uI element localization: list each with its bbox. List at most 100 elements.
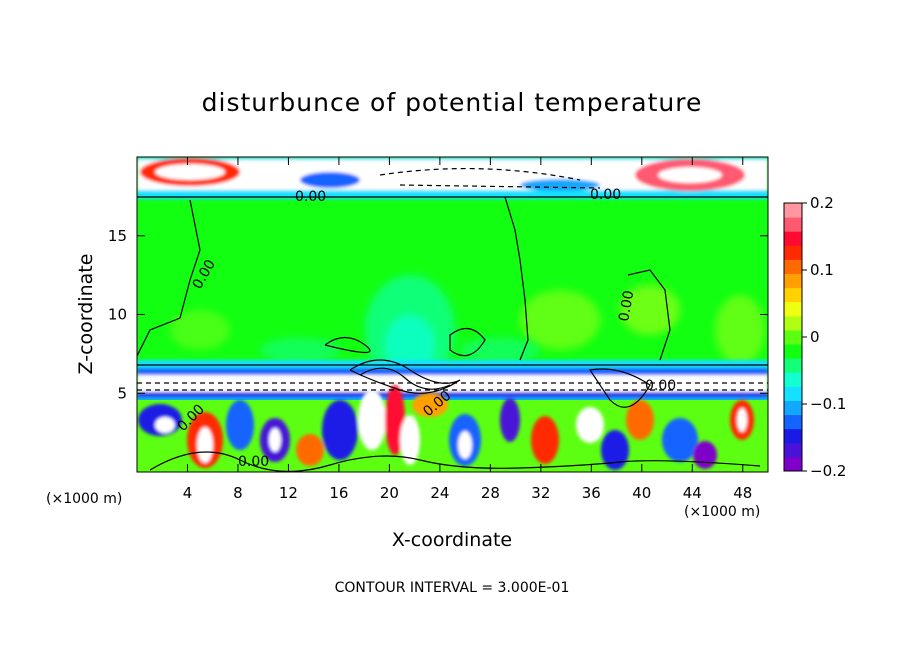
colorbar-tick-label: 0.2 — [810, 194, 834, 212]
x-tick-label: 16 — [329, 484, 348, 502]
zero-contour — [627, 269, 671, 361]
x-tick-label: 32 — [531, 484, 550, 502]
y-axis-label: Z-coordinate — [75, 254, 97, 375]
y-axis: 5 10 15 — [108, 227, 768, 402]
colorbar-tick-label: 0 — [810, 328, 820, 346]
zero-contour — [137, 199, 768, 366]
colorbar-segment — [784, 245, 802, 260]
y-tick-label: 10 — [108, 306, 127, 324]
colorbar-tick-label: 0.1 — [810, 261, 834, 279]
band-blue-low — [137, 392, 768, 398]
contour-label: 0.00 — [645, 378, 676, 394]
x-tick-label: 24 — [430, 484, 449, 502]
colorbar — [783, 202, 803, 472]
colorbar-segment — [784, 442, 802, 458]
blob-white — [458, 431, 472, 459]
colorbar-ticks: 0.2 0.1 0 −0.1 −0.2 — [802, 194, 846, 480]
x-unit-left: (×1000 m) — [46, 491, 122, 507]
blob-blue — [601, 430, 629, 470]
colorbar-segment — [784, 386, 802, 401]
upper-blue — [520, 179, 600, 191]
colorbar-segment — [784, 414, 802, 430]
colorbar-segment — [784, 372, 802, 387]
x-tick-label: 48 — [733, 484, 752, 502]
chart-title: disturbunce of potential temperature — [202, 88, 703, 117]
x-tick-label: 36 — [582, 484, 601, 502]
blob-red — [626, 400, 654, 440]
colorbar-segment — [784, 231, 802, 246]
y-tick-label: 15 — [108, 227, 127, 245]
x-tick-label: 40 — [632, 484, 651, 502]
upper-band — [137, 157, 768, 199]
colorbar-tick-label: −0.2 — [810, 462, 846, 480]
plume-side — [260, 338, 340, 362]
x-tick-label: 20 — [380, 484, 399, 502]
contour-lines — [137, 168, 768, 472]
x-tick-label: 8 — [233, 484, 243, 502]
lime-patches — [170, 285, 765, 365]
blob-blue — [322, 400, 358, 460]
blob-red — [531, 416, 559, 464]
blob-white — [400, 415, 420, 465]
blob-white — [576, 407, 604, 443]
turbulence-contour — [359, 367, 451, 390]
heatmap-field — [137, 157, 768, 472]
x-axis: 4 8 12 16 20 24 28 32 36 40 44 48 — [183, 157, 752, 502]
band-cyan-low — [137, 397, 768, 402]
turbulence-contour — [588, 368, 651, 408]
contour-interval-note: CONTOUR INTERVAL = 3.000E-01 — [335, 580, 570, 596]
colorbar-segment — [784, 273, 802, 289]
contour-label: 0.00 — [616, 289, 637, 322]
zero-contour — [324, 336, 371, 354]
contour-label: 0.00 — [238, 454, 269, 470]
turbulence-contour — [149, 451, 761, 472]
upper-white-center — [658, 167, 722, 183]
blob-white — [197, 427, 213, 463]
contour-label: 0.00 — [590, 187, 621, 203]
blob-red — [385, 385, 405, 455]
blob-white — [358, 390, 386, 450]
blob-orange — [412, 393, 448, 417]
colorbar-segment — [784, 315, 802, 331]
colorbar-segment — [784, 287, 802, 303]
colorbar-segment — [784, 259, 802, 275]
band-blue — [137, 368, 768, 376]
zero-contour — [504, 196, 529, 361]
x-tick-label: 44 — [683, 484, 702, 502]
colorbar-segment — [784, 358, 802, 373]
blob-white — [737, 408, 747, 432]
lime-patch — [520, 290, 600, 350]
colorbar-segment — [784, 428, 802, 444]
colorbar-segment — [784, 301, 802, 317]
x-tick-label: 4 — [183, 484, 193, 502]
colorbar-segment — [784, 344, 802, 359]
blob-white — [269, 428, 281, 452]
blob-white — [155, 417, 175, 433]
y-tick-label: 5 — [117, 384, 127, 402]
x-axis-label: X-coordinate — [392, 529, 512, 551]
x-tick-label: 28 — [481, 484, 500, 502]
dashed-contour — [399, 184, 601, 189]
colorbar-segment — [784, 400, 802, 416]
zero-contour — [449, 328, 486, 357]
upper-white-center — [155, 164, 225, 180]
lime-patch — [715, 295, 765, 365]
blob-blue — [226, 400, 254, 450]
upper-blue — [300, 172, 360, 188]
colorbar-segment — [784, 329, 802, 345]
colorbar-segment — [784, 456, 802, 472]
blob-purple — [500, 398, 520, 442]
plume-side — [460, 338, 540, 362]
turbulence-contour — [349, 359, 461, 394]
colorbar-segment — [784, 203, 802, 218]
lime-patch — [620, 285, 680, 335]
colorbar-tick-label: −0.1 — [810, 395, 846, 413]
x-unit-right: (×1000 m) — [684, 504, 760, 520]
x-tick-label: 12 — [279, 484, 298, 502]
colorbar-segment — [784, 217, 802, 232]
blob-blue — [662, 418, 698, 462]
blob-purple — [693, 441, 717, 469]
lime-patch — [170, 310, 230, 350]
contour-label: 0.00 — [295, 189, 326, 205]
